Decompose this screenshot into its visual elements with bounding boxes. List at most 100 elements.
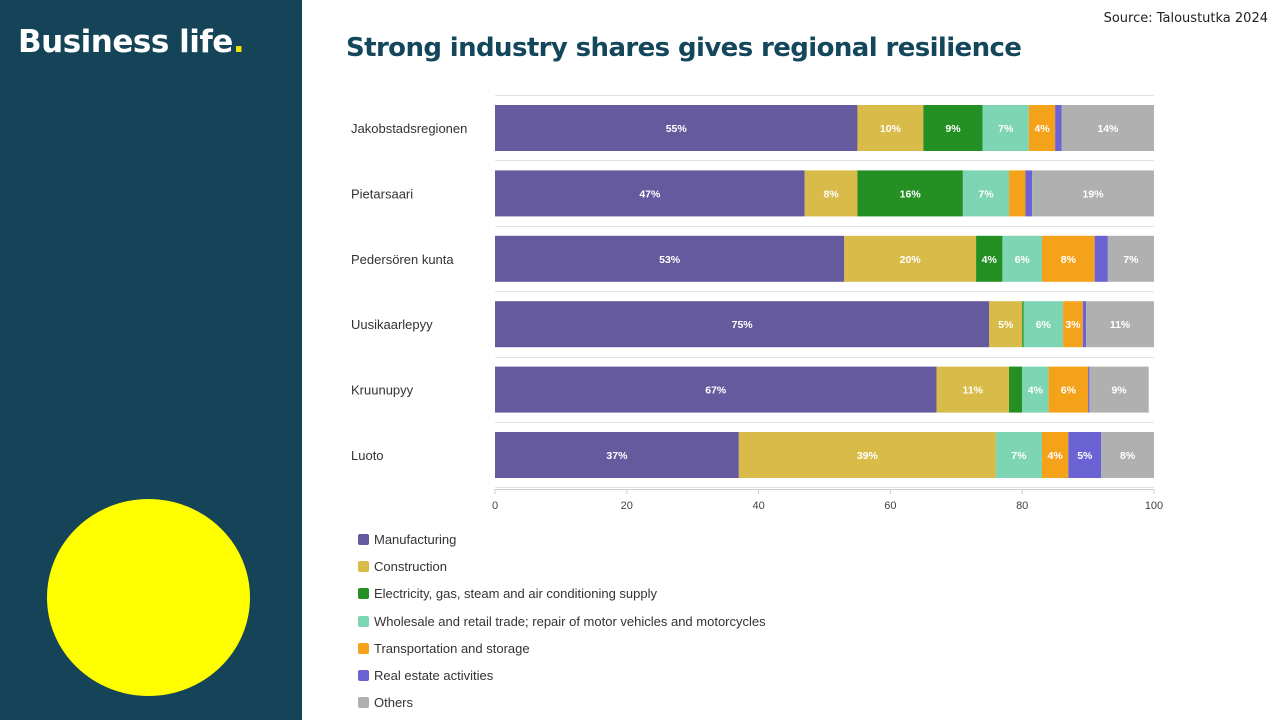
category-label: Luoto [351,448,384,463]
bar-segment [1025,170,1033,217]
bar-segment [1022,366,1049,413]
bar-segment [738,432,996,478]
data-label: 6% [1036,319,1052,331]
data-label: 6% [1061,385,1077,397]
bar-segment [1009,366,1023,413]
category-label: Uusikaarlepyy [351,317,433,332]
x-tick-label: 60 [884,500,896,512]
data-label: 7% [978,188,994,200]
bar-segment [844,235,977,282]
bar-segment [804,170,858,217]
legend-swatch [358,534,369,546]
bar-segment [857,170,963,217]
data-label: 53% [659,254,681,266]
data-label: 3% [1065,319,1081,331]
data-label: 7% [1011,450,1027,462]
bar-segment [1028,105,1056,151]
bar-segment [962,170,1010,217]
x-tick-label: 0 [492,500,498,512]
data-label: 8% [823,188,839,200]
bar-segment [1094,235,1108,282]
bar-segment [1041,235,1095,282]
bar-segment [1023,301,1064,348]
bar-segment [989,301,1023,348]
bar-segment [1022,301,1024,348]
x-tick-label: 100 [1145,500,1163,512]
data-label: 4% [1028,385,1044,397]
bar-segment [1068,432,1102,478]
category-label: Pedersören kunta [351,252,454,267]
data-label: 6% [1015,254,1031,266]
data-label: 4% [1048,450,1064,462]
category-label: Jakobstadsregionen [351,121,467,136]
data-label: 47% [639,188,661,200]
bar-segment [495,432,739,478]
bar-segment [1061,105,1154,151]
x-tick-label: 20 [621,500,633,512]
legend-label: Electricity, gas, steam and air conditio… [374,586,658,602]
data-label: 19% [1083,188,1105,200]
category-label: Kruunupyy [351,383,414,398]
bar-segment [1009,170,1026,217]
category-label: Pietarsaari [351,186,413,201]
legend-item: Transportation and storage [358,635,766,662]
bar-segment [1032,170,1154,217]
legend-swatch [358,561,369,573]
legend-item: Wholesale and retail trade; repair of mo… [358,608,766,635]
legend-swatch [358,670,369,682]
legend-item: Manufacturing [358,526,766,553]
data-label: 11% [1110,319,1131,331]
brand-dot: . [232,24,245,60]
bar-segment [1048,366,1089,413]
bar-segment [495,170,805,217]
legend-label: Manufacturing [374,532,457,548]
bar-segment [1082,301,1087,348]
legend-label: Transportation and storage [374,640,530,656]
bar-segment [1101,432,1154,478]
bar-segment [1089,366,1149,413]
data-label: 39% [857,450,879,462]
legend-swatch [358,642,369,654]
bar-segment [495,235,845,282]
bar-segment [1088,366,1090,413]
bar-segment [857,105,924,151]
data-label: 7% [1123,254,1139,266]
bar-segment [1107,235,1154,282]
bar-segment [1086,301,1154,348]
data-label: 67% [705,385,727,397]
bar-segment [976,235,1003,282]
legend-label: Wholesale and retail trade; repair of mo… [374,613,766,629]
data-label: 9% [945,123,961,135]
data-label: 11% [963,385,984,397]
data-label: 5% [998,319,1014,331]
chart-legend: Manufacturing Construction Electricity, ga… [358,526,766,716]
x-tick-label: 80 [1016,500,1028,512]
bar-segment [923,105,983,151]
data-label: 16% [900,188,922,200]
legend-swatch [358,615,369,627]
legend-swatch [358,697,369,709]
bar-segment [995,432,1042,478]
data-label: 75% [732,319,754,331]
legend-item: Real estate activities [358,662,766,689]
data-label: 4% [982,254,998,266]
source-note: Source: Taloustutka 2024 [1103,11,1268,26]
bar-segment [495,105,858,151]
legend-label: Others [374,695,414,711]
data-label: 9% [1111,385,1127,397]
bar-segment [1055,105,1062,151]
bar-segment [1063,301,1083,348]
legend-item: Electricity, gas, steam and air conditio… [358,580,766,607]
legend-item: Construction [358,553,766,580]
data-label: 10% [880,123,902,135]
data-label: 14% [1097,123,1119,135]
bar-segment [1002,235,1042,282]
bar-segment [495,366,937,413]
legend-label: Real estate activities [374,668,494,684]
sidebar-panel: Business life. [0,0,302,720]
bar-segment [982,105,1029,151]
bar-segment [1041,432,1069,478]
data-label: 8% [1061,254,1077,266]
data-label: 20% [900,254,922,266]
legend-item: Others [358,689,766,716]
